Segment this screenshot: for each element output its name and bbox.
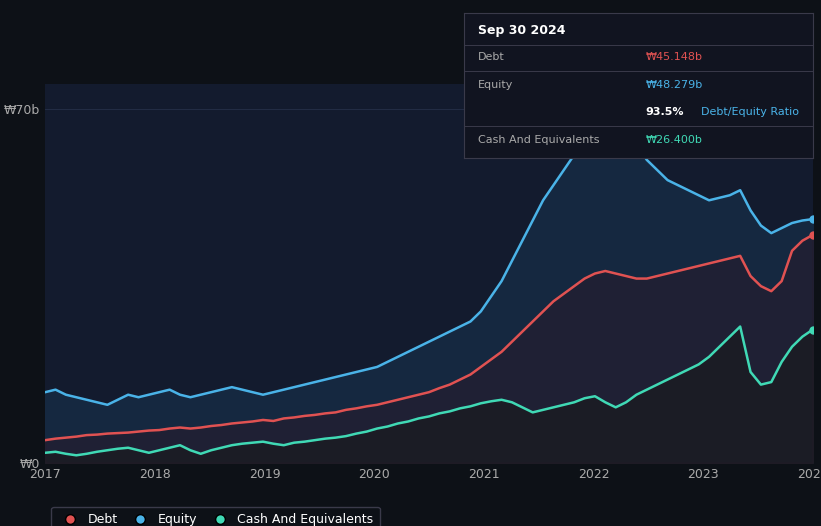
Text: ₩45.148b: ₩45.148b bbox=[645, 52, 702, 62]
Text: ₩48.279b: ₩48.279b bbox=[645, 80, 703, 90]
Text: Sep 30 2024: Sep 30 2024 bbox=[478, 24, 566, 37]
Legend: Debt, Equity, Cash And Equivalents: Debt, Equity, Cash And Equivalents bbox=[52, 507, 379, 526]
Text: Equity: Equity bbox=[478, 80, 513, 90]
Text: Cash And Equivalents: Cash And Equivalents bbox=[478, 135, 599, 146]
Text: Debt: Debt bbox=[478, 52, 505, 62]
Text: ₩26.400b: ₩26.400b bbox=[645, 135, 702, 146]
Text: 93.5%: 93.5% bbox=[645, 106, 684, 117]
Text: Debt/Equity Ratio: Debt/Equity Ratio bbox=[701, 106, 799, 117]
